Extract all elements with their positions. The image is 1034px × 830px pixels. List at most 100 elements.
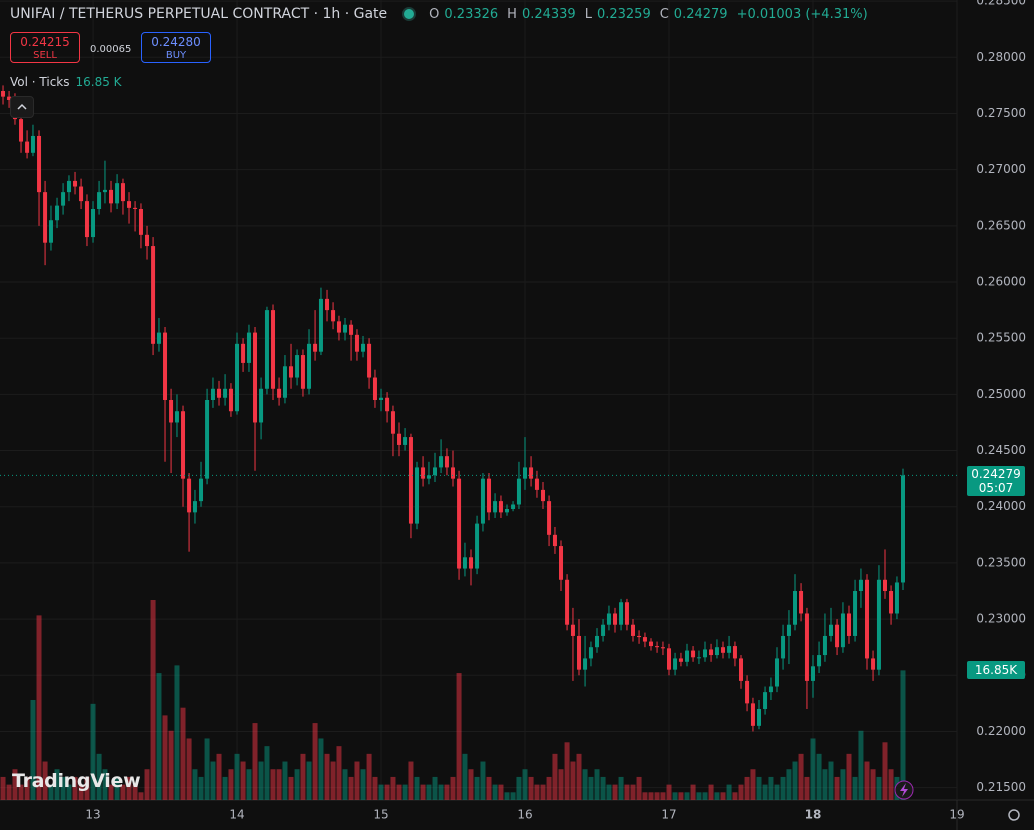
candle-body	[565, 579, 570, 625]
candle-body	[217, 388, 222, 398]
candle-body	[354, 334, 359, 352]
volume-bar	[72, 776, 78, 800]
volume-bar	[888, 769, 894, 800]
x-tick-label: 19	[949, 808, 964, 822]
volume-bar	[432, 776, 438, 800]
candle-body	[559, 546, 564, 580]
candle-body	[696, 657, 701, 659]
candle-body	[163, 332, 168, 400]
volume-bar	[438, 784, 444, 800]
volume-bar	[156, 673, 162, 800]
volume-bar	[408, 761, 414, 800]
volume-bar	[642, 792, 648, 800]
candle-body	[534, 478, 539, 490]
candle-body	[30, 135, 35, 153]
volume-bar	[96, 753, 102, 800]
candle-body	[300, 355, 305, 389]
volume-bar	[582, 769, 588, 800]
volume-bar	[6, 784, 12, 800]
candle-body	[516, 478, 521, 505]
y-tick-label: 0.26000	[976, 275, 1026, 289]
candle-body	[871, 658, 876, 670]
candle-body	[439, 456, 444, 468]
volume-bar	[342, 769, 348, 800]
volume-bar	[630, 784, 636, 800]
candle-body	[277, 388, 282, 398]
candle-body	[660, 647, 665, 649]
y-tick-label: 0.23000	[976, 612, 1026, 626]
candle-body	[115, 183, 120, 204]
candle-body	[811, 666, 816, 681]
candle-body	[799, 591, 804, 614]
candle-layer	[1, 85, 906, 732]
volume-bar	[636, 776, 642, 800]
volume-bar	[720, 792, 726, 800]
volume-bar	[366, 753, 372, 800]
candle-body	[829, 624, 834, 636]
volume-bar	[216, 753, 222, 800]
settings-button[interactable]	[1008, 809, 1020, 821]
volume-bar	[192, 769, 198, 800]
candle-body	[73, 180, 78, 187]
volume-bar	[252, 723, 258, 800]
volume-bar	[660, 792, 666, 800]
volume-bar	[270, 769, 276, 800]
volume-bar	[594, 769, 600, 800]
volume-bar	[282, 761, 288, 800]
volume-bar	[246, 769, 252, 800]
candle-body	[655, 646, 660, 648]
candle-body	[235, 343, 240, 412]
candle-body	[433, 467, 438, 476]
candle-body	[469, 557, 474, 569]
volume-bar	[726, 784, 732, 800]
volume-bar	[792, 761, 798, 800]
ohlc-label: C	[659, 6, 669, 22]
indicator-name[interactable]: Vol · Ticks	[10, 75, 70, 89]
volume-bar	[762, 784, 768, 800]
candle-body	[127, 201, 132, 208]
candle-body	[775, 658, 780, 687]
volume-bar	[744, 776, 750, 800]
candle-body	[120, 183, 125, 202]
candle-body	[840, 613, 845, 648]
candle-body	[259, 388, 264, 423]
candle-body	[109, 189, 114, 204]
candle-body	[889, 591, 894, 614]
volume-bar	[330, 761, 336, 800]
candle-body	[390, 411, 395, 434]
candle-body	[444, 456, 449, 468]
volume-bar	[696, 792, 702, 800]
candle-body	[786, 624, 791, 636]
volume-bar	[576, 753, 582, 800]
candle-body	[151, 246, 156, 344]
sell-price: 0.24215	[20, 35, 70, 49]
ohlc-value: 0.23259	[596, 6, 651, 22]
volume-bar	[336, 746, 342, 800]
candle-body	[336, 321, 341, 333]
symbol-title[interactable]: UNIFAI / TETHERUS PERPETUAL CONTRACT · 1…	[10, 6, 388, 22]
candle-body	[313, 343, 318, 352]
volume-bar	[186, 738, 192, 800]
candle-body	[781, 635, 786, 659]
collapse-button[interactable]	[10, 96, 34, 118]
sell-button[interactable]: 0.24215 SELL	[10, 32, 80, 63]
x-tick-label: 14	[229, 808, 244, 822]
x-tick-label: 16	[517, 808, 532, 822]
header: UNIFAI / TETHERUS PERPETUAL CONTRACT · 1…	[10, 6, 872, 22]
logo[interactable]: TradingView	[12, 770, 141, 792]
volume-bar	[18, 784, 24, 800]
volume-bar	[846, 753, 852, 800]
y-tick-label: 0.28000	[976, 50, 1026, 64]
volume-bar	[138, 792, 144, 800]
candle-body	[822, 635, 827, 656]
volume-bar	[30, 700, 36, 800]
buy-button[interactable]: 0.24280 BUY	[141, 32, 211, 63]
sell-label: SELL	[33, 50, 57, 61]
candle-body	[865, 579, 870, 659]
candle-body	[804, 613, 809, 681]
y-tick-label: 0.22000	[976, 724, 1026, 738]
candle-body	[426, 475, 431, 479]
volume-bar	[702, 792, 708, 800]
candle-body	[847, 613, 852, 636]
candle-body	[619, 602, 624, 625]
